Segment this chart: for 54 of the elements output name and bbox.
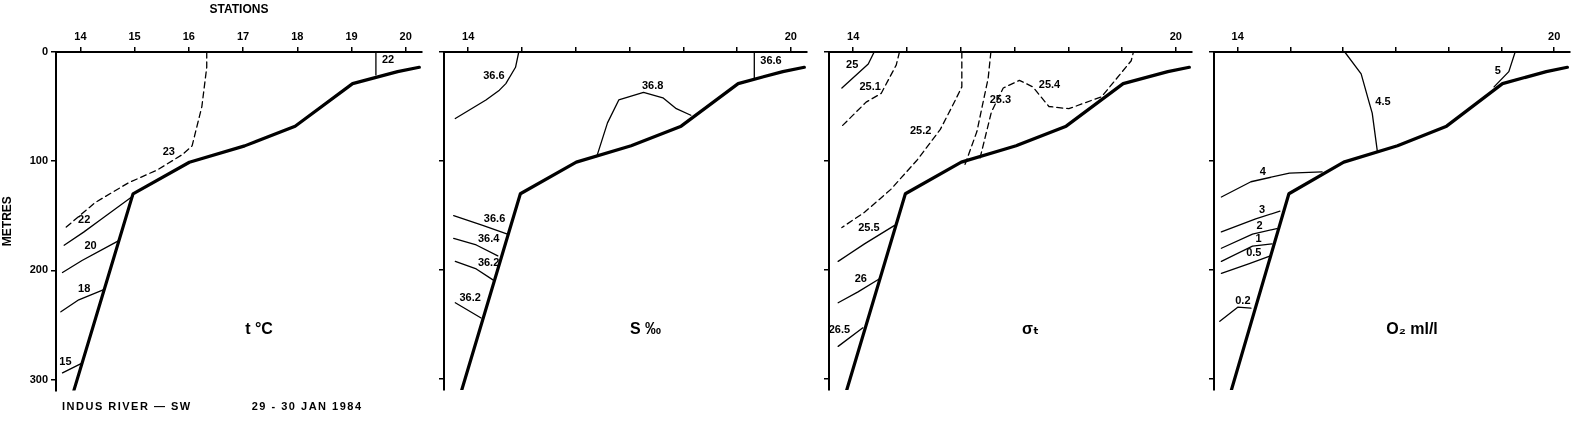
- series-label: 18: [78, 281, 91, 294]
- x-tick-label: 20: [399, 30, 412, 43]
- series-label: 0.5: [1246, 245, 1262, 258]
- x-tick-label: 20: [1169, 30, 1182, 43]
- series-label: 4: [1259, 165, 1267, 178]
- series-label: 23: [162, 145, 175, 158]
- series-label: 5: [1494, 64, 1501, 77]
- x-tick-label: 15: [128, 30, 141, 43]
- y-tick-label: 300: [29, 372, 48, 385]
- x-tick-label: 20: [1548, 30, 1561, 43]
- series-label: 1: [1255, 232, 1262, 245]
- text: S ‰: [629, 319, 662, 337]
- text: INDUS RIVER — SW: [62, 400, 192, 412]
- x-tick-label: 14: [1231, 30, 1245, 43]
- y-axis-title: METRES: [0, 196, 14, 247]
- series-label: 36.4: [477, 232, 501, 245]
- y-tick-label: 100: [29, 154, 48, 167]
- series-label: 36.2: [459, 291, 481, 304]
- series-label: 4.5: [1375, 95, 1391, 108]
- series-label: 0.2: [1235, 293, 1251, 306]
- text: O₂ ml/l: [1386, 319, 1438, 337]
- series-label: 36.8: [641, 78, 664, 91]
- x-tick-label: 20: [784, 30, 797, 43]
- x-tick-label: 14: [74, 30, 88, 43]
- text: σₜ: [1021, 319, 1040, 337]
- series-label: 36.2: [477, 255, 500, 268]
- series-label: 36.6: [483, 212, 506, 225]
- x-tick-label: 14: [462, 30, 476, 43]
- x-axis-title: STATIONS: [209, 1, 269, 16]
- series-label: 25.2: [909, 124, 932, 137]
- series-label: 22: [381, 53, 395, 66]
- text: 29 - 30 JAN 1984: [251, 400, 363, 412]
- series-label: 2: [1256, 218, 1263, 231]
- x-tick-label: 17: [236, 30, 250, 43]
- x-tick-label: 16: [182, 30, 195, 43]
- series-label: 20: [84, 238, 97, 251]
- series-label: 25.3: [989, 93, 1012, 106]
- series-label: 26.5: [828, 322, 851, 335]
- series-label: 25.5: [858, 220, 880, 233]
- x-tick-label: 18: [291, 30, 304, 43]
- series-label: 36.6: [483, 69, 505, 82]
- series-label: 26: [854, 272, 867, 285]
- series-label: 25: [846, 57, 859, 70]
- y-tick-label: 200: [29, 263, 48, 276]
- series-label: 36.6: [760, 54, 782, 67]
- series-label: 25.4: [1038, 77, 1062, 90]
- x-tick-label: 14: [847, 30, 861, 43]
- y-tick-label: 0: [41, 45, 48, 58]
- series-label: 3: [1259, 202, 1266, 215]
- x-tick-label: 19: [345, 30, 358, 43]
- series-label: 22: [78, 212, 91, 225]
- text: t °C: [245, 319, 274, 337]
- series-label: 15: [59, 354, 72, 367]
- series-label: 25.1: [859, 79, 881, 92]
